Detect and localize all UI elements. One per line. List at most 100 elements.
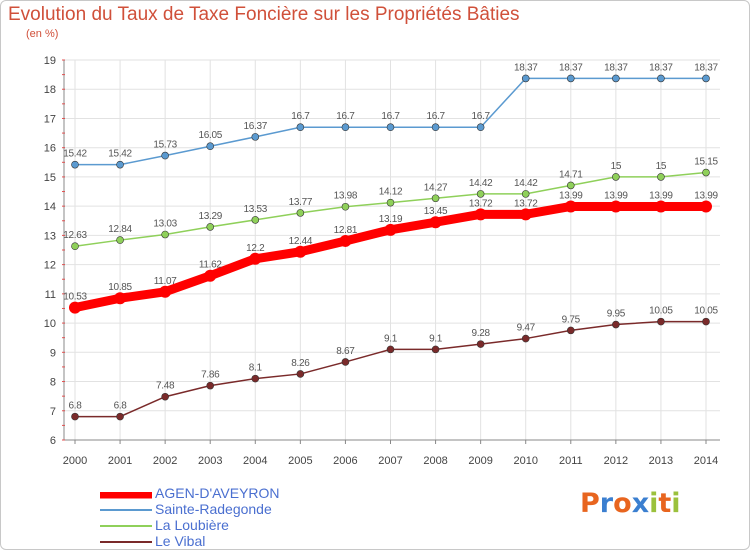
plot-area [64, 60, 720, 440]
data-point [251, 133, 260, 141]
data-point [609, 200, 622, 213]
data-label: 12.81 [334, 225, 358, 236]
x-tick-label: 2006 [333, 455, 357, 467]
data-point [71, 160, 79, 169]
data-point [296, 370, 305, 378]
data-point [476, 340, 485, 348]
legend-label-sainte-radegonde: Sainte-Radegonde [155, 501, 272, 517]
legend-swatch-la-loubiere [100, 525, 152, 527]
data-label: 11.07 [154, 276, 178, 287]
chart-subtitle: (en %) [26, 28, 59, 40]
data-label: 8.67 [336, 346, 355, 357]
data-point [612, 320, 620, 329]
data-label: 9.1 [429, 333, 443, 344]
data-point [431, 123, 440, 132]
data-point [161, 392, 169, 401]
data-point [161, 230, 169, 239]
data-point [519, 208, 532, 221]
chart-title: Evolution du Taux de Taxe Foncière sur l… [8, 4, 520, 25]
x-tick-label: 2014 [694, 455, 718, 467]
x-tick-label: 2005 [288, 455, 312, 467]
data-point [476, 123, 485, 132]
data-point [206, 223, 215, 231]
x-tick-label: 2013 [649, 455, 673, 467]
data-point [71, 412, 79, 421]
data-point [206, 381, 215, 390]
legend-item-sainte-radegonde: Sainte-Radegonde [100, 501, 400, 517]
y-tick-label: 8 [50, 377, 56, 389]
data-label: 18.37 [649, 62, 673, 73]
x-tick-label: 2004 [243, 455, 267, 467]
legend-label-le-vibal: Le Vibal [155, 533, 206, 549]
y-tick-label: 7 [50, 406, 56, 418]
data-label: 10.85 [108, 282, 132, 293]
y-tick-label: 15 [44, 172, 56, 184]
data-point [69, 301, 81, 314]
data-label: 11.62 [199, 260, 223, 271]
data-point [249, 252, 262, 265]
data-label: 15.42 [63, 149, 87, 160]
data-point [654, 200, 667, 213]
data-point [251, 374, 260, 383]
logo-letter: r [599, 488, 614, 519]
legend-item-la-loubiere: La Loubière [100, 517, 400, 533]
data-label: 6.8 [114, 401, 128, 412]
logo-letter: i [649, 488, 659, 519]
data-label: 14.42 [469, 178, 493, 189]
data-point [204, 269, 217, 282]
data-point [657, 173, 665, 181]
data-point [339, 234, 352, 247]
data-point [386, 123, 395, 132]
data-label: 12.44 [289, 236, 313, 247]
data-point [566, 326, 575, 335]
data-label: 9.28 [472, 328, 491, 339]
data-label: 15.15 [694, 157, 718, 168]
data-point [296, 209, 305, 217]
data-label: 18.37 [604, 62, 628, 73]
data-label: 9.1 [384, 333, 398, 344]
data-point [296, 123, 305, 132]
data-label: 13.99 [649, 190, 673, 201]
x-tick-label: 2010 [513, 455, 537, 467]
data-point [341, 202, 350, 211]
data-point [71, 242, 79, 250]
legend-item-agen: AGEN-D'AVEYRON [100, 485, 400, 501]
data-label: 18.37 [559, 62, 583, 73]
data-label: 13.77 [289, 197, 313, 208]
data-point [294, 245, 307, 258]
y-tick-label: 13 [44, 230, 56, 242]
proxiti-logo: Proxiti [580, 488, 681, 519]
data-label: 16.7 [472, 111, 491, 122]
data-label: 14.71 [559, 169, 583, 180]
y-tick-label: 9 [50, 347, 56, 359]
y-tick-label: 19 [44, 55, 56, 67]
data-point [476, 190, 485, 198]
data-point [431, 345, 440, 354]
x-tick-label: 2002 [153, 455, 177, 467]
data-label: 14.12 [379, 187, 403, 198]
y-tick-label: 6 [50, 435, 56, 447]
data-label: 15 [656, 161, 667, 172]
data-label: 7.48 [156, 381, 175, 392]
data-label: 16.05 [198, 130, 222, 141]
data-label: 6.8 [68, 401, 82, 412]
data-label: 12.2 [246, 243, 265, 254]
data-point [702, 317, 710, 326]
data-label: 16.7 [426, 111, 445, 122]
data-label: 9.47 [517, 323, 536, 334]
data-label: 13.72 [514, 198, 538, 209]
data-point [206, 142, 215, 151]
data-point [566, 181, 575, 190]
data-label: 7.86 [201, 370, 220, 381]
data-point [657, 74, 665, 83]
data-label: 9.95 [607, 309, 626, 320]
data-label: 18.37 [514, 62, 538, 73]
data-label: 14.27 [424, 182, 448, 193]
x-tick-label: 2003 [198, 455, 222, 467]
data-label: 16.37 [244, 121, 268, 132]
data-point [251, 216, 260, 224]
data-point [521, 334, 530, 343]
legend-swatch-le-vibal [100, 541, 152, 543]
data-point [700, 200, 712, 213]
